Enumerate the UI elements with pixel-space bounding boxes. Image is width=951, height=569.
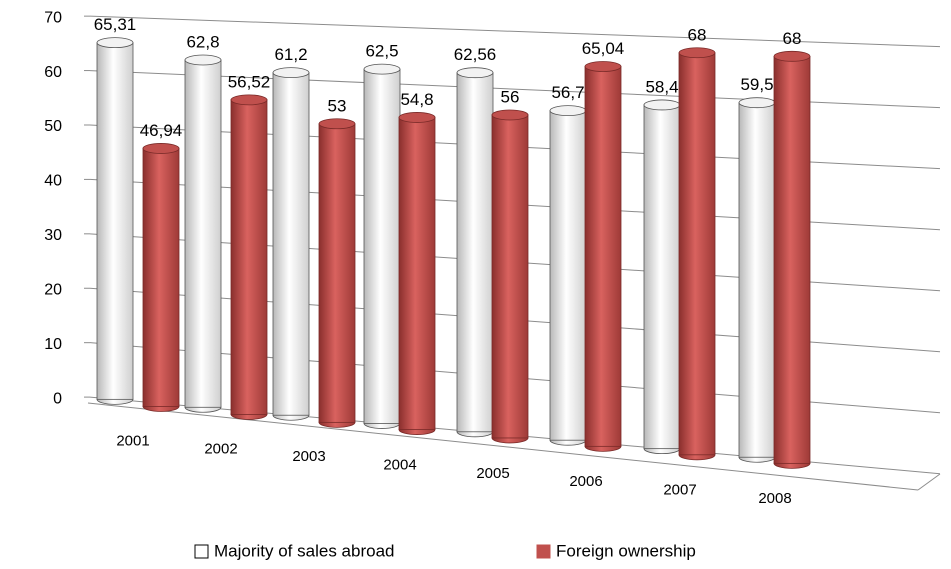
bar [363,68,401,424]
value-label: 58,4 [645,77,678,96]
bar [398,117,436,430]
legend-swatch [194,544,209,559]
cylinder-top [456,67,494,79]
x-tick-label: 2008 [758,490,791,507]
floor-edge [917,473,941,491]
x-tick-label: 2002 [204,440,237,457]
value-label: 56,7 [551,83,584,102]
cylinder-top [272,67,310,79]
bar [230,99,268,415]
cylinder-top [230,94,268,106]
x-tick-label: 2003 [292,448,325,465]
value-label: 68 [688,25,707,44]
cylinder-top [738,97,776,109]
value-label: 56 [501,87,520,106]
value-label: 68 [783,29,802,48]
value-label: 65,04 [582,39,625,58]
bar [456,72,494,433]
y-tick-label: 20 [44,281,62,298]
value-label: 62,56 [454,45,497,64]
bar [142,148,180,407]
legend-label: Majority of sales abroad [214,541,394,560]
y-tick-label: 50 [44,118,62,135]
cylinder-top [184,54,222,66]
y-tick-label: 0 [53,390,62,407]
x-tick-label: 2006 [569,473,602,490]
bar [96,42,134,400]
legend-label: Foreign ownership [556,541,696,560]
cylinder-top [318,118,356,130]
value-label: 53 [328,96,347,115]
bar [738,102,776,458]
y-tick-label: 40 [44,173,62,190]
y-tick-label: 60 [44,64,62,81]
y-tick-label: 30 [44,227,62,244]
bar [184,59,222,408]
cylinder-top [142,143,180,154]
value-label: 61,2 [274,45,307,64]
bar [773,55,811,464]
bar [318,123,356,423]
value-label: 62,8 [186,32,219,51]
x-tick-label: 2007 [663,482,696,499]
cylinder-top [363,63,401,75]
value-label: 46,94 [140,121,183,140]
x-tick-label: 2001 [116,432,149,449]
value-label: 54,8 [400,90,433,109]
cylinder-top [96,37,134,49]
legend-swatch [536,544,551,559]
cylinder-top [678,47,716,59]
cylinder-top [643,99,681,111]
bar [491,114,529,439]
cylinder-top [584,61,622,72]
value-label: 65,31 [94,15,137,34]
grid-line [89,15,941,48]
value-label: 56,52 [228,72,271,91]
bar [549,110,587,441]
cylinder-top [398,112,436,123]
bar [272,72,310,416]
y-tick-label: 70 [44,9,62,26]
cylinder-top [773,50,811,62]
x-tick-label: 2004 [383,456,416,473]
bar [678,52,716,456]
bar [584,66,622,447]
value-label: 62,5 [365,42,398,61]
cylinder-top [549,105,587,117]
x-tick-label: 2005 [476,465,509,482]
bar [643,104,681,450]
value-label: 59,5 [740,75,773,94]
cylinder-top [491,109,529,121]
y-tick-label: 10 [44,336,62,353]
floor-edge [87,402,919,491]
